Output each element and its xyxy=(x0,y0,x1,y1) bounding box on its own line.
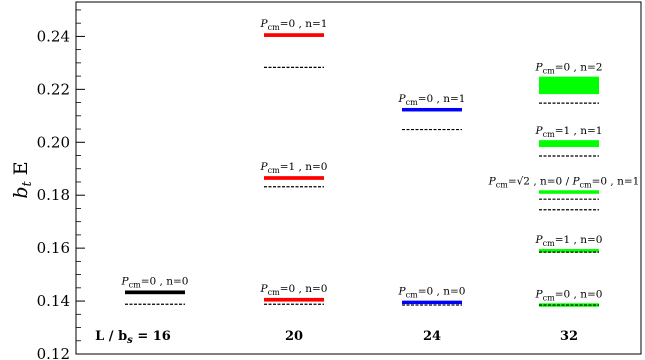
level-label: Pcm=√2 , n=0 / Pcm=0 , n=1 xyxy=(488,175,640,189)
level-label: Pcm=1 , n=1 xyxy=(535,125,603,139)
level-label: Pcm=0 , n=2 xyxy=(535,62,603,76)
level-label: Pcm=0 , n=1 xyxy=(260,18,328,32)
group-0: Pcm=0 , n=0 xyxy=(121,275,189,305)
group-2: Pcm=0 , n=0 Pcm=0 , n=1 xyxy=(398,93,466,306)
level-label: Pcm=1 , n=0 xyxy=(535,234,603,248)
level-bar xyxy=(402,107,462,112)
level-bar xyxy=(539,249,599,253)
group-labels: L / bs = 16 20 24 32 xyxy=(95,329,578,346)
plot-frame xyxy=(75,1,642,355)
group-label: 24 xyxy=(423,329,441,344)
y-tick-label: 0.16 xyxy=(37,239,70,257)
y-axis-tick-labels: 0.12 0.14 0.16 0.18 0.20 0.22 0.24 xyxy=(37,27,70,360)
level-label: Pcm=0 , n=1 xyxy=(398,93,466,107)
level-bar xyxy=(264,176,324,180)
level-bar xyxy=(125,290,185,295)
group-label: 32 xyxy=(560,329,578,344)
group-3: Pcm=0 , n=0 Pcm=1 , n=0 Pcm=√2 , n=0 / Pcm… xyxy=(488,62,640,307)
y-tick-label: 0.20 xyxy=(37,133,70,151)
group-label: L / bs = 16 xyxy=(95,329,171,346)
y-tick-label: 0.14 xyxy=(37,292,70,310)
y-axis-ticks xyxy=(76,9,85,355)
y-tick-label: 0.18 xyxy=(37,186,70,204)
level-label: Pcm=0 , n=0 xyxy=(535,288,603,302)
level-bar xyxy=(539,190,599,194)
group-label: 20 xyxy=(285,329,303,344)
y-tick-label: 0.22 xyxy=(37,80,70,98)
level-bar xyxy=(264,297,324,302)
level-bar xyxy=(539,140,599,148)
level-bar xyxy=(402,300,462,305)
level-bar xyxy=(264,33,324,37)
level-label: Pcm=0 , n=0 xyxy=(260,283,328,297)
y-tick-label: 0.12 xyxy=(37,345,70,360)
level-label: Pcm=0 , n=0 xyxy=(398,286,466,300)
level-bar xyxy=(539,76,599,95)
group-1: Pcm=0 , n=0 Pcm=1 , n=0 Pcm=0 , n=1 xyxy=(260,18,328,305)
y-axis-label: bt E xyxy=(10,161,35,198)
y-tick-label: 0.24 xyxy=(37,27,70,45)
level-label: Pcm=1 , n=0 xyxy=(260,161,328,175)
level-label: Pcm=0 , n=0 xyxy=(121,275,189,289)
